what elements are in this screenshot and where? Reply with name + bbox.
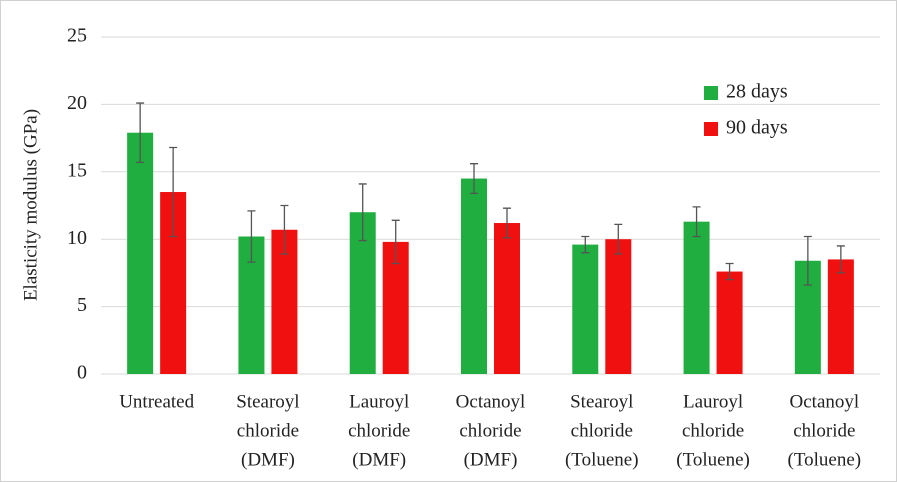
legend-label: 28 days	[726, 81, 788, 103]
x-tick-label: chloride	[571, 420, 633, 441]
x-tick-label: Octanoyl	[456, 391, 526, 412]
error-bar	[280, 204, 289, 255]
x-tick-label: (DMF)	[241, 449, 295, 470]
bar	[461, 178, 487, 374]
x-tick-label: (Toluene)	[788, 449, 862, 470]
y-tick-label: 5	[77, 294, 87, 316]
error-bar	[581, 235, 590, 254]
x-tick-label: Octanoyl	[790, 391, 860, 412]
x-tick-label: (DMF)	[464, 449, 518, 470]
error-bar	[725, 262, 734, 281]
legend-swatch	[704, 86, 718, 100]
bar	[572, 244, 599, 374]
y-tick-label: 20	[67, 92, 87, 114]
x-tick-label: chloride	[459, 420, 521, 441]
bar	[827, 259, 854, 374]
error-bar	[247, 210, 256, 263]
x-tick-label: (DMF)	[352, 449, 406, 470]
x-tick-label: chloride	[793, 420, 855, 441]
x-tick-label: (Toluene)	[565, 449, 639, 470]
bar	[494, 223, 520, 374]
error-bar	[503, 207, 511, 239]
x-tick-label: chloride	[237, 420, 299, 441]
error-bar	[692, 206, 701, 238]
bar	[127, 132, 154, 374]
y-axis-label: Elasticity modulus (GPa)	[20, 109, 41, 301]
error-bar	[136, 102, 145, 164]
error-bar	[169, 146, 178, 238]
bar	[716, 271, 743, 374]
y-tick-label: 15	[67, 159, 87, 181]
legend-swatch	[704, 122, 718, 136]
error-bar	[614, 223, 623, 255]
y-tick-label: 25	[67, 25, 87, 47]
x-tick-label: Stearoyl	[236, 391, 299, 412]
bar	[605, 239, 632, 374]
error-bar	[358, 183, 367, 242]
error-bar	[803, 235, 812, 286]
x-tick-label: Lauroyl	[683, 391, 743, 412]
x-tick-label: Untreated	[119, 391, 194, 412]
error-bar	[391, 219, 400, 265]
x-tick-label: (Toluene)	[676, 449, 750, 470]
y-tick-label: 10	[67, 227, 87, 249]
legend-label: 90 days	[726, 117, 788, 139]
x-tick-label: Stearoyl	[570, 391, 633, 412]
x-tick-label: chloride	[348, 420, 410, 441]
error-bar	[836, 245, 845, 274]
x-tick-label: Lauroyl	[349, 391, 409, 412]
error-bar	[470, 163, 478, 195]
y-tick-label: 0	[77, 362, 87, 384]
bar	[683, 221, 710, 374]
x-tick-label: chloride	[682, 420, 744, 441]
